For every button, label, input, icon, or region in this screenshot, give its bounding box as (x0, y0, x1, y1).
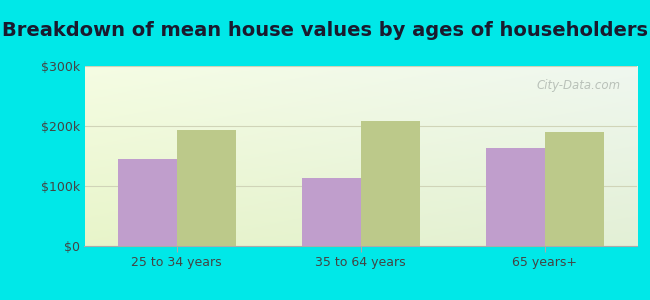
Bar (486, 148, 545, 246)
Text: City-Data.com: City-Data.com (536, 79, 620, 92)
Bar (118, 159, 177, 246)
Text: Breakdown of mean house values by ages of householders: Breakdown of mean house values by ages o… (2, 21, 648, 40)
Bar (361, 121, 420, 246)
Bar (302, 178, 361, 246)
Bar (177, 130, 235, 246)
Bar (545, 132, 604, 246)
